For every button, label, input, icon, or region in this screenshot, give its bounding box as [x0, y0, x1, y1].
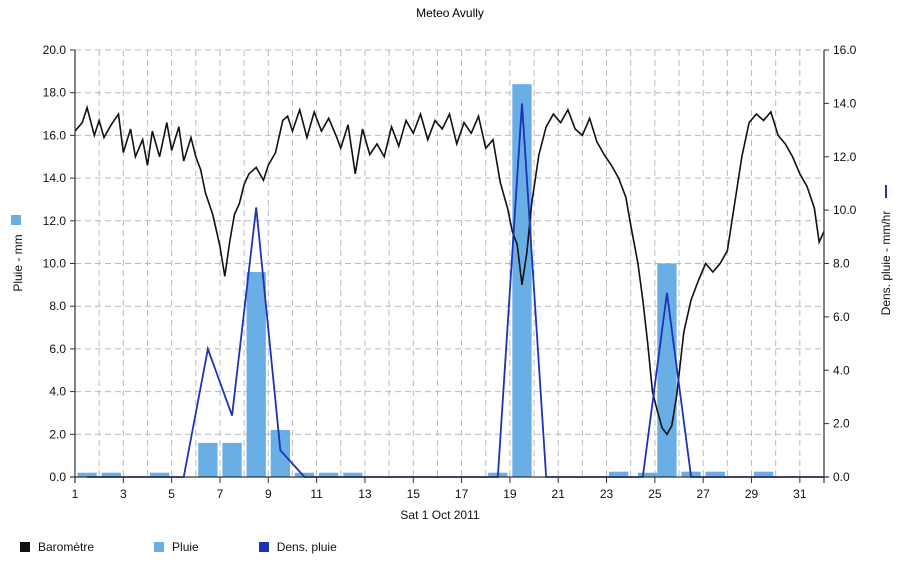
- y-left-tick-label: 2.0: [49, 427, 66, 441]
- pluie-bar: [149, 472, 170, 477]
- x-tick-label: 23: [600, 487, 614, 501]
- legend-swatch-pluie: [154, 542, 165, 552]
- x-tick-label: 3: [120, 487, 127, 501]
- y-right-tick-label: 6.0: [833, 310, 850, 324]
- pluie-bar: [294, 472, 315, 477]
- pluie-bar: [270, 430, 291, 477]
- grid: [74, 49, 825, 478]
- pluie-bar: [608, 471, 629, 477]
- y-left-tick-label: 14.0: [43, 171, 67, 185]
- y-left-axis-label: Pluie - mm: [11, 234, 25, 291]
- x-tick-label: 21: [552, 487, 566, 501]
- barometre-line: [74, 104, 825, 436]
- x-tick-label: 13: [358, 487, 372, 501]
- legend-label-barometre: Baromètre: [38, 540, 95, 554]
- y-left-tick-label: 12.0: [43, 214, 67, 228]
- y-left-tick-label: 4.0: [49, 385, 66, 399]
- x-tick-label: 27: [697, 487, 711, 501]
- y-right-tick-label: 8.0: [833, 257, 850, 271]
- legend-label-pluie: Pluie: [172, 540, 199, 554]
- x-tick-label: 31: [793, 487, 807, 501]
- x-tick-label: 25: [648, 487, 662, 501]
- y-left-tick-label: 20.0: [43, 43, 67, 57]
- pluie-bar: [77, 472, 97, 477]
- y-right-tick-label: 4.0: [833, 363, 850, 377]
- y-right-tick-label: 2.0: [833, 417, 850, 431]
- x-tick-label: 9: [265, 487, 272, 501]
- pluie-bar: [101, 472, 121, 477]
- y-left-tick-label: 8.0: [49, 299, 66, 313]
- pluie-bar: [198, 442, 218, 477]
- y-right-tick-label: 14.0: [833, 96, 857, 110]
- x-tick-label: 29: [745, 487, 759, 501]
- legend-item-barometre: Baromètre: [20, 540, 94, 554]
- y-left-tick-label: 6.0: [49, 342, 66, 356]
- pluie-bar: [637, 472, 658, 477]
- legend: Baromètre Pluie Dens. pluie: [20, 540, 397, 554]
- x-tick-label: 17: [455, 487, 469, 501]
- legend-label-densite: Dens. pluie: [276, 540, 337, 554]
- x-tick-label: 15: [407, 487, 421, 501]
- x-tick-label: 5: [168, 487, 175, 501]
- y-left-legend-swatch: [11, 215, 21, 225]
- y-right-axis-label: Dens. pluie - mm/hr: [879, 211, 893, 316]
- pluie-bar: [343, 472, 363, 477]
- axes: [70, 49, 829, 483]
- pluie-bar: [705, 471, 725, 477]
- y-left-tick-label: 0.0: [49, 470, 66, 484]
- y-left-tick-label: 10.0: [43, 257, 67, 271]
- chart-title: Meteo Avully: [416, 6, 484, 20]
- x-tick-label: 11: [310, 487, 323, 501]
- x-tick-label: 1: [72, 487, 79, 501]
- y-right-tick-label: 10.0: [833, 203, 857, 217]
- x-axis-label: Sat 1 Oct 2011: [400, 508, 479, 522]
- legend-swatch-densite: [258, 542, 269, 552]
- x-tick-label: 19: [503, 487, 517, 501]
- legend-item-densite: Dens. pluie: [258, 540, 337, 554]
- series-lines: [74, 103, 825, 478]
- y-right-tick-label: 16.0: [833, 43, 857, 57]
- y-left-tick-label: 16.0: [43, 128, 67, 142]
- y-right-tick-label: 12.0: [833, 150, 857, 164]
- pluie-bar: [222, 442, 242, 477]
- y-right-tick-label: 0.0: [833, 470, 850, 484]
- legend-swatch-barometre: [20, 542, 30, 552]
- y-left-tick-label: 18.0: [43, 86, 67, 100]
- tick-labels: 1 3 5 7 9 11 13 15 17 19 21 23 25 27 29 310.02.04.06.08…: [43, 43, 857, 501]
- pluie-bar: [319, 472, 339, 477]
- x-tick-label: 7: [217, 487, 224, 501]
- pluie-bar: [246, 272, 266, 477]
- pluie-bar: [753, 471, 774, 477]
- legend-item-pluie: Pluie: [154, 540, 199, 554]
